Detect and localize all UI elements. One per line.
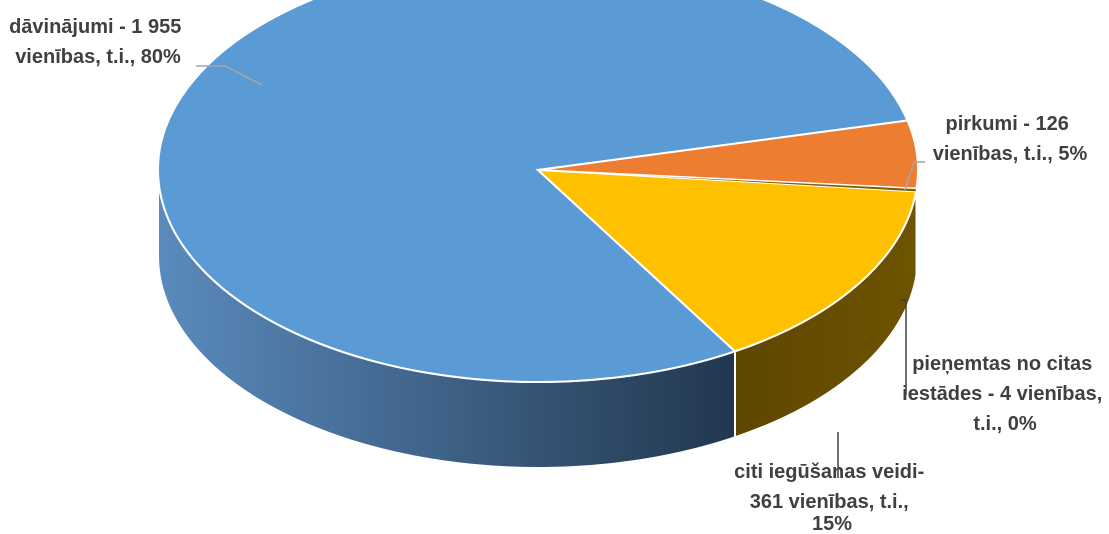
label-citi: citi iegūšanas veidi- 361 vienības, t.i.…	[734, 461, 930, 534]
label-citi-line1: citi iegūšanas veidi-	[734, 461, 924, 483]
slice-pienemtas-no-citas-iestades	[537, 169, 918, 193]
label-pienemtas: pieņemtas no citas iestādes - 4 vienības…	[902, 353, 1108, 435]
leader-line-davinajumi	[196, 65, 263, 86]
label-citi-line2: 361 vienības, t.i.,	[750, 491, 909, 513]
slice-davinajumi	[157, 0, 909, 384]
label-davinajumi-line2: vienības, t.i., 80%	[15, 46, 181, 68]
label-pienemtas-line2: iestādes - 4 vienības,	[902, 383, 1102, 405]
label-davinajumi-line1: dāvinājumi - 1 955	[9, 16, 181, 38]
label-pienemtas-line1: pieņemtas no citas	[912, 353, 1092, 375]
label-pirkumi-line1: pirkumi - 126	[946, 113, 1069, 135]
leader-line-pirkumi	[904, 161, 925, 191]
label-pirkumi: pirkumi - 126 vienības, t.i., 5%	[933, 113, 1088, 165]
leader-line-pienemtas	[900, 299, 907, 395]
label-davinajumi: dāvinājumi - 1 955 vienības, t.i., 80%	[9, 16, 187, 68]
label-pirkumi-line2: vienības, t.i., 5%	[933, 143, 1088, 165]
slice-citi-iegusanas-veidi	[535, 168, 918, 353]
label-citi-line3: 15%	[812, 513, 852, 534]
label-pienemtas-line3: t.i., 0%	[973, 413, 1037, 435]
